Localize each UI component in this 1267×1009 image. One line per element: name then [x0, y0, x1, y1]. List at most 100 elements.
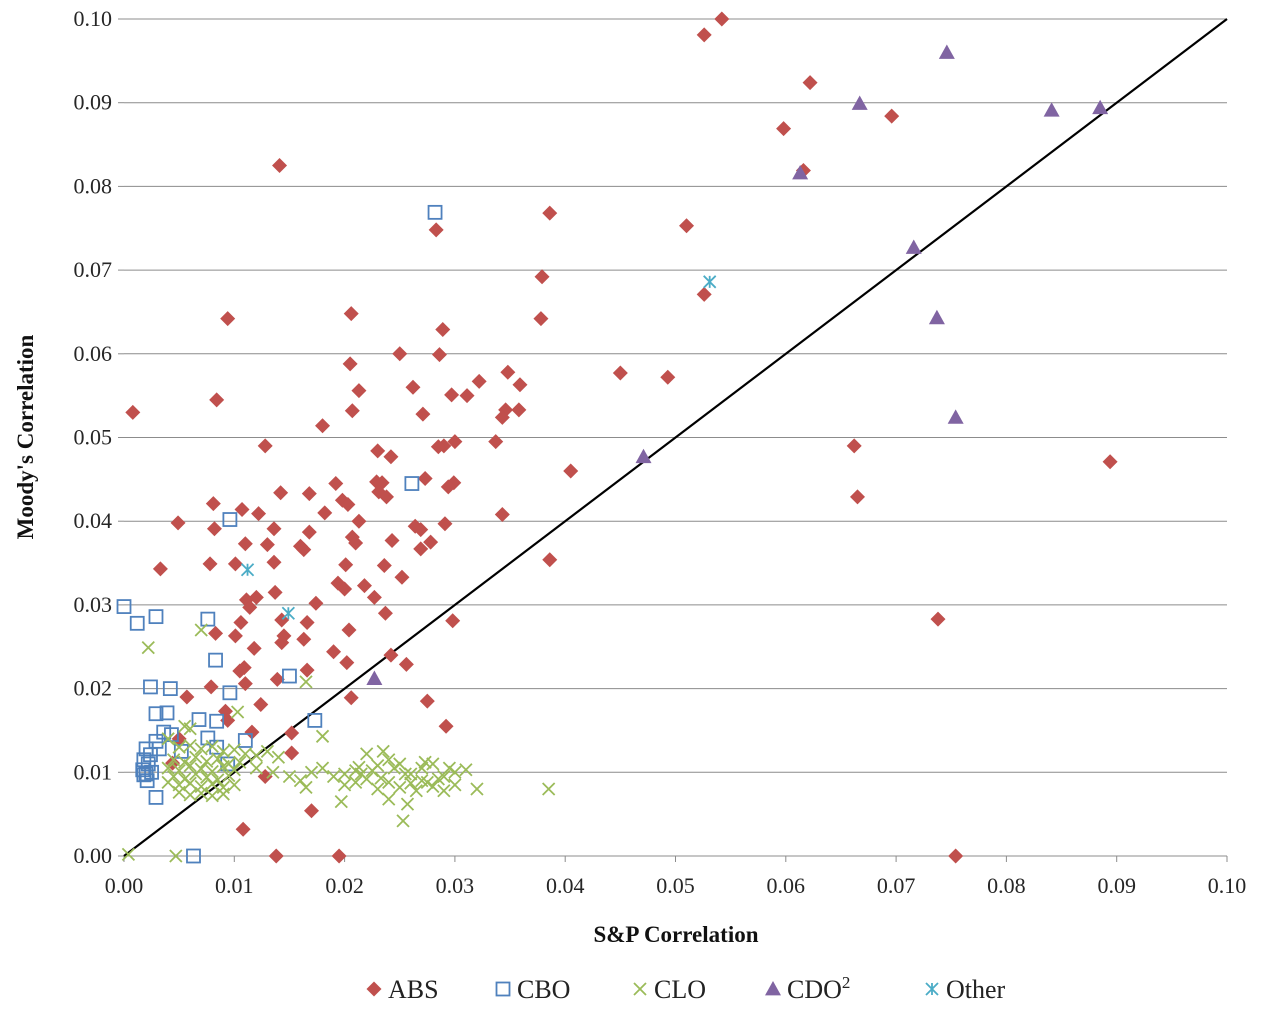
cbo-point: [159, 705, 175, 721]
cbo-point: [143, 679, 158, 695]
x-axis-title: S&P Correlation: [593, 922, 758, 947]
legend-marker-abs: [366, 981, 382, 997]
legend-item-cbo: CBO: [495, 975, 570, 1004]
y-tick-label: 0.01: [74, 759, 113, 784]
clo-point: [141, 640, 155, 655]
y-tick-label: 0.05: [74, 425, 113, 450]
clo-point: [459, 763, 473, 777]
clo-point: [266, 765, 280, 779]
abs-point: [206, 521, 222, 537]
abs-point: [948, 848, 964, 864]
cbo-point: [208, 652, 223, 668]
abs-point: [500, 364, 516, 380]
abs-point: [542, 552, 558, 568]
abs-point: [344, 403, 360, 419]
abs-point: [488, 434, 504, 450]
abs-point: [459, 388, 475, 404]
clo-point: [418, 755, 432, 769]
abs-point: [383, 647, 399, 663]
abs-point: [534, 269, 550, 285]
clo-point: [121, 847, 136, 861]
cdo-point: [366, 670, 383, 685]
y-tick-label: 0.07: [74, 257, 113, 282]
y-tick-label: 0.00: [74, 843, 113, 868]
abs-point: [512, 377, 528, 393]
cbo-point: [136, 752, 152, 768]
legend-item-clo: CLO: [633, 975, 706, 1004]
abs-point: [413, 541, 429, 557]
clo-point: [409, 784, 423, 798]
clo-point: [404, 776, 418, 790]
abs-point: [227, 628, 243, 644]
abs-point: [343, 306, 359, 322]
legend-marker-clo: [633, 982, 647, 996]
cdo-point: [947, 409, 964, 424]
abs-point: [274, 635, 290, 651]
abs-point: [776, 121, 792, 137]
clo-point: [400, 797, 415, 811]
abs-point: [849, 489, 865, 505]
abs-point: [339, 655, 355, 671]
clo-point: [337, 778, 352, 792]
cbo-point: [191, 712, 207, 727]
cbo-point: [209, 713, 225, 729]
abs-point: [563, 463, 579, 479]
cdo-point: [1092, 99, 1109, 115]
cbo-point: [156, 724, 172, 740]
clo-point: [376, 744, 390, 759]
clo-point: [211, 752, 225, 766]
other-point: [240, 563, 255, 577]
abs-point: [437, 516, 453, 532]
clo-point: [348, 775, 363, 789]
abs-point: [266, 521, 282, 537]
abs-point: [233, 614, 249, 630]
clo-point: [216, 787, 230, 801]
abs-point: [440, 479, 456, 495]
abs-point: [342, 356, 358, 372]
x-tick-label: 0.01: [215, 873, 254, 898]
abs-point: [235, 821, 251, 837]
abs-point: [370, 443, 386, 459]
legend-superscript: 2: [842, 973, 851, 992]
abs-point: [343, 690, 359, 706]
abs-point: [377, 605, 393, 621]
abs-point: [423, 534, 439, 550]
clo-point: [216, 759, 230, 774]
abs-point: [405, 379, 421, 395]
x-tick-label: 0.07: [877, 873, 916, 898]
cbo-point: [135, 762, 151, 778]
abs-point: [208, 625, 224, 641]
y-tick-label: 0.08: [74, 173, 113, 198]
abs-point: [511, 402, 527, 418]
cbo-point: [404, 476, 420, 491]
abs-point: [308, 595, 324, 611]
x-tick-label: 0.09: [1097, 873, 1136, 898]
clo-point: [249, 761, 263, 775]
abs-point: [351, 383, 367, 399]
cbo-point: [136, 767, 152, 783]
cdo-point: [851, 95, 868, 110]
clo-point: [194, 786, 208, 800]
clo-point: [161, 775, 175, 789]
cdo-point: [792, 165, 809, 180]
abs-point: [341, 622, 357, 638]
abs-point: [846, 438, 862, 454]
abs-point: [268, 848, 284, 864]
abs-point: [179, 689, 195, 705]
abs-point: [802, 75, 818, 91]
abs-point: [299, 614, 315, 630]
other-point: [703, 275, 717, 289]
abs-point: [152, 561, 168, 577]
cbo-point: [129, 615, 145, 631]
abs-point: [244, 724, 260, 740]
clo-point: [166, 753, 181, 767]
cdo-point: [905, 239, 922, 254]
abs-point: [296, 631, 312, 647]
abs-point: [884, 108, 900, 124]
abs-point: [438, 718, 454, 734]
abs-point: [301, 486, 317, 502]
abs-point: [379, 489, 395, 505]
y-tick-label: 0.02: [74, 676, 113, 701]
abs-point: [272, 157, 288, 173]
